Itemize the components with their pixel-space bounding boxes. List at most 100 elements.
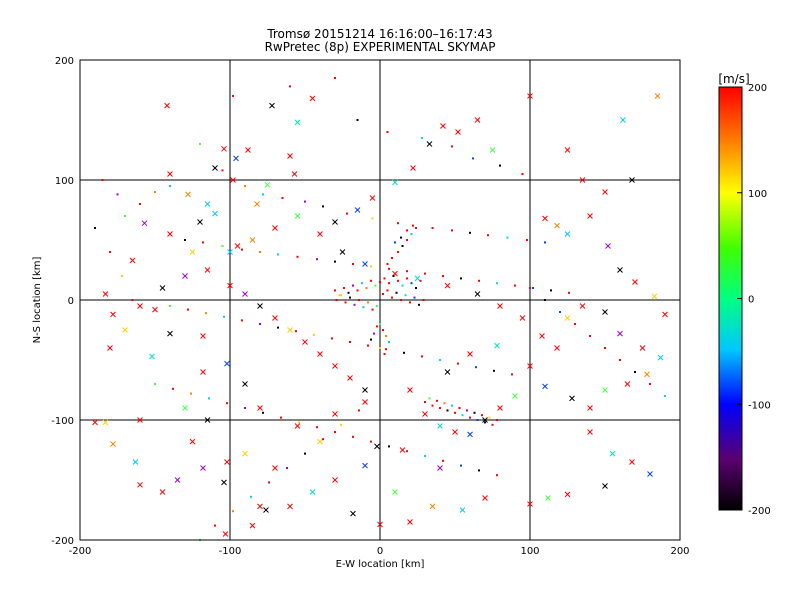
data-point-x <box>632 279 638 285</box>
data-point-dot <box>172 387 174 390</box>
data-point-dot <box>664 395 666 397</box>
data-point-x <box>617 267 623 273</box>
data-point-x <box>272 465 278 471</box>
data-point-x <box>437 465 443 471</box>
x-tick-label: 200 <box>670 546 689 557</box>
data-point-x <box>221 145 227 152</box>
data-point-x <box>264 181 271 188</box>
data-point-dot <box>371 217 374 220</box>
data-point-dot <box>421 355 423 358</box>
data-point-dot <box>352 263 354 265</box>
x-tick-label: -100 <box>219 546 242 557</box>
data-point-dot <box>488 416 491 419</box>
data-point-dot <box>101 179 104 181</box>
data-point-dot <box>388 341 390 343</box>
data-point-dot <box>386 263 389 265</box>
data-point-x <box>587 429 593 435</box>
data-point-x <box>542 383 548 390</box>
data-point-dot <box>244 185 246 187</box>
data-point-x <box>245 147 251 153</box>
data-point-dot <box>478 469 480 472</box>
data-point-x <box>159 489 166 495</box>
data-point-x <box>254 201 260 207</box>
data-point-x <box>317 231 323 237</box>
data-point-dot <box>412 224 414 227</box>
data-point-dot <box>451 145 453 148</box>
data-point-x <box>569 395 575 402</box>
data-point-dot <box>385 335 387 337</box>
data-point-x <box>444 282 451 289</box>
data-point-x <box>204 417 211 423</box>
data-point-dot <box>335 299 338 301</box>
data-point-x <box>200 465 206 471</box>
data-point-x <box>497 405 503 411</box>
data-point-x <box>647 471 653 477</box>
data-point-x <box>309 95 316 102</box>
data-point-dot <box>376 325 378 328</box>
data-point-x <box>222 531 229 537</box>
data-point-x <box>587 213 593 219</box>
data-point-dot <box>116 193 119 196</box>
data-point-x <box>302 339 308 345</box>
data-point-dot <box>349 341 351 343</box>
data-point-dot <box>409 301 411 304</box>
data-point-dot <box>334 260 336 263</box>
data-point-dot <box>370 279 372 282</box>
data-point-x <box>287 327 293 333</box>
data-point-x <box>129 257 136 264</box>
data-point-dot <box>362 306 365 309</box>
data-point-dot <box>431 404 434 407</box>
data-point-x <box>602 483 608 489</box>
data-point-x <box>624 381 631 387</box>
data-point-dot <box>391 257 393 259</box>
data-point-dot <box>382 293 384 295</box>
data-point-dot <box>365 287 368 289</box>
data-point-x <box>294 119 301 126</box>
data-point-x <box>272 315 278 321</box>
data-point-x <box>159 285 166 291</box>
data-point-dot <box>385 348 387 351</box>
data-point-x <box>654 93 661 99</box>
data-point-x <box>224 360 230 367</box>
data-point-x <box>92 419 98 426</box>
chart-subtitle: RwPretec (8p) EXPERIMENTAL SKYMAP <box>264 40 496 54</box>
data-point-dot <box>472 157 474 160</box>
data-point-dot <box>491 423 494 426</box>
data-point-x <box>605 243 611 249</box>
data-point-dot <box>521 173 524 175</box>
data-point-dot <box>322 205 324 208</box>
data-point-dot <box>376 305 378 307</box>
data-point-dot <box>388 267 390 270</box>
data-point-dot <box>199 143 201 145</box>
data-point-dot <box>401 284 404 287</box>
data-point-x <box>564 491 571 498</box>
data-point-dot <box>374 284 377 287</box>
data-point-dot <box>259 251 261 253</box>
colorbar-tick-label: 100 <box>748 189 767 200</box>
data-point-x <box>489 147 496 153</box>
data-point-x <box>377 521 383 528</box>
data-point-x <box>369 195 376 201</box>
data-point-x <box>167 330 173 337</box>
data-point-x <box>579 177 586 183</box>
data-point-x <box>167 231 173 237</box>
data-point-dot <box>370 338 372 341</box>
data-point-dot <box>466 409 468 412</box>
data-point-dot <box>529 287 531 289</box>
data-point-dot <box>446 409 449 412</box>
data-point-x <box>317 438 323 445</box>
data-point-x <box>110 311 116 318</box>
data-point-x <box>407 519 413 525</box>
data-point-dot <box>367 344 369 347</box>
data-point-dot <box>424 455 426 457</box>
data-point-dot <box>418 303 420 306</box>
data-point-dot <box>338 294 341 297</box>
data-point-x <box>542 215 548 222</box>
data-point-x <box>527 501 533 507</box>
data-point-dot <box>499 164 501 167</box>
data-point-x <box>309 489 316 495</box>
data-point-dot <box>514 284 516 287</box>
data-point-dot <box>223 315 225 318</box>
data-point-dot <box>439 407 441 409</box>
data-point-dot <box>404 294 407 297</box>
